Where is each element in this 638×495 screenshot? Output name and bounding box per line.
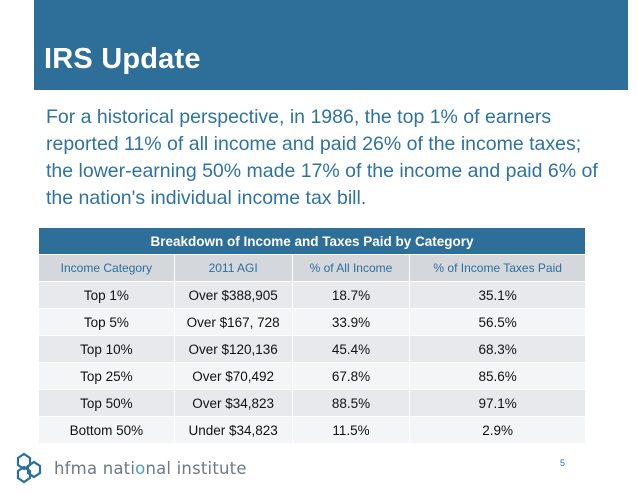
table-row: Top 5% Over $167, 728 33.9% 56.5% — [38, 308, 586, 336]
category-cell: Bottom 50% — [38, 416, 175, 444]
category-cell: Top 25% — [38, 362, 175, 390]
tax-share-cell: 35.1% — [409, 281, 586, 309]
table-header-row: Income Category 2011 AGI % of All Income… — [38, 254, 586, 282]
income-share-cell: 67.8% — [291, 362, 411, 390]
agi-cell: Over $70,492 — [173, 362, 293, 390]
column-header-percent-taxes: % of Income Taxes Paid — [409, 254, 586, 282]
category-cell: Top 1% — [38, 281, 175, 309]
intro-paragraph: For a historical perspective, in 1986, t… — [46, 106, 598, 209]
table-row: Top 1% Over $388,905 18.7% 35.1% — [38, 281, 586, 309]
agi-cell: Over $120,136 — [173, 335, 293, 363]
hfma-logo: hfma national institute — [14, 452, 247, 484]
table-row: Bottom 50% Under $34,823 11.5% 2.9% — [38, 416, 586, 444]
category-cell: Top 5% — [38, 308, 175, 336]
logo-wordmark: hfma national institute — [54, 458, 247, 478]
income-tax-table: Breakdown of Income and Taxes Paid by Ca… — [38, 227, 586, 444]
column-header-percent-income: % of All Income — [291, 254, 411, 282]
table-row: Top 10% Over $120,136 45.4% 68.3% — [38, 335, 586, 363]
tax-share-cell: 68.3% — [409, 335, 586, 363]
agi-cell: Over $388,905 — [173, 281, 293, 309]
income-share-cell: 45.4% — [291, 335, 411, 363]
tax-share-cell: 85.6% — [409, 362, 586, 390]
tax-share-cell: 2.9% — [409, 416, 586, 444]
column-header-income-category: Income Category — [38, 254, 175, 282]
category-cell: Top 10% — [38, 335, 175, 363]
income-share-cell: 88.5% — [291, 389, 411, 417]
agi-cell: Over $34,823 — [173, 389, 293, 417]
agi-cell: Over $167, 728 — [173, 308, 293, 336]
title-bar: IRS Update — [34, 0, 628, 90]
income-share-cell: 11.5% — [291, 416, 411, 444]
table-row: Top 25% Over $70,492 67.8% 85.6% — [38, 362, 586, 390]
column-header-agi: 2011 AGI — [173, 254, 293, 282]
table-title: Breakdown of Income and Taxes Paid by Ca… — [38, 227, 586, 255]
page-number: 5 — [560, 458, 566, 468]
category-cell: Top 50% — [38, 389, 175, 417]
slide-title: IRS Update — [44, 43, 201, 75]
agi-cell: Under $34,823 — [173, 416, 293, 444]
income-share-cell: 18.7% — [291, 281, 411, 309]
income-share-cell: 33.9% — [291, 308, 411, 336]
tax-share-cell: 56.5% — [409, 308, 586, 336]
hexagon-lattice-icon — [14, 452, 44, 484]
table-title-row: Breakdown of Income and Taxes Paid by Ca… — [38, 227, 586, 255]
table-row: Top 50% Over $34,823 88.5% 97.1% — [38, 389, 586, 417]
tax-share-cell: 97.1% — [409, 389, 586, 417]
